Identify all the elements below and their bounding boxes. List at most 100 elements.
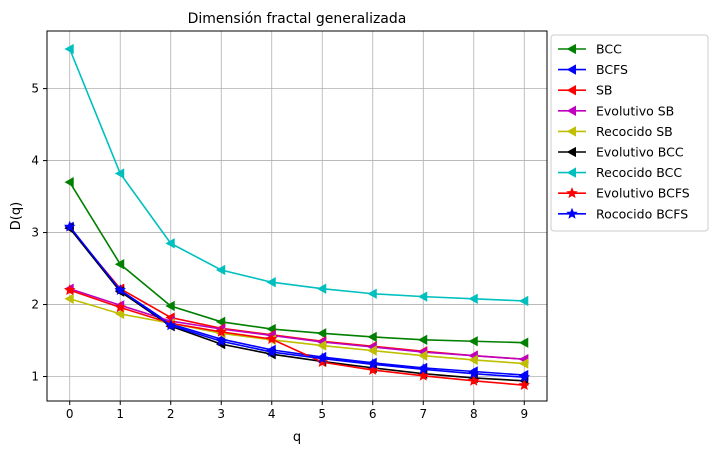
x-tick-label: 9 — [520, 407, 528, 421]
legend-swatch-marker — [566, 64, 576, 75]
data-point — [114, 308, 125, 320]
data-point — [114, 168, 125, 179]
data-point — [114, 284, 126, 296]
x-tick-label: 7 — [419, 407, 427, 421]
legend-item: Rococido BCFS — [558, 206, 688, 221]
data-point — [215, 325, 227, 337]
legend-label: Evolutivo BCFS — [596, 186, 690, 201]
data-point — [518, 379, 531, 391]
x-tick-label: 2 — [167, 407, 175, 421]
legend-item: BCC — [558, 42, 622, 57]
legend-label: BCC — [596, 42, 622, 57]
data-point — [518, 371, 531, 383]
x-tick-label: 0 — [66, 407, 74, 421]
legend-label: Recocido BCC — [596, 165, 682, 180]
data-point — [164, 319, 177, 331]
legend-swatch-marker — [566, 207, 578, 219]
series-line — [68, 48, 525, 302]
legend-swatch-marker — [566, 146, 576, 158]
y-tick-label: 5 — [31, 82, 39, 96]
data-point — [367, 358, 379, 370]
legend-swatch-marker — [566, 167, 576, 178]
series-line — [69, 227, 525, 382]
data-point — [316, 340, 327, 351]
x-axis: 0 1 2 3 4 5 6 7 8 9 — [66, 401, 528, 421]
legend-swatch-marker — [566, 105, 576, 116]
x-tick-label: 4 — [268, 407, 276, 421]
data-point — [215, 316, 226, 327]
data-point — [316, 352, 329, 364]
series-layer — [63, 43, 531, 391]
series-line — [69, 181, 525, 344]
data-point — [417, 350, 428, 361]
legend-label: BCFS — [596, 62, 628, 77]
data-point — [367, 364, 379, 375]
y-tick-label: 1 — [31, 370, 39, 384]
data-point — [468, 336, 478, 347]
series-line — [69, 287, 525, 361]
series-line — [69, 298, 525, 365]
data-point — [468, 367, 480, 379]
series-9 — [63, 220, 531, 383]
series-line — [69, 289, 525, 386]
legend-label: Rococido BCFS — [596, 206, 688, 221]
y-tick-label: 3 — [31, 226, 39, 240]
plot-frame — [46, 30, 548, 402]
data-point — [367, 288, 377, 299]
data-point — [316, 283, 327, 294]
x-tick-label: 8 — [470, 407, 478, 421]
series-7 — [64, 43, 529, 307]
data-point — [165, 300, 175, 312]
legend-item: Evolutivo SB — [558, 103, 674, 118]
series-1 — [64, 176, 529, 348]
data-point — [417, 369, 430, 381]
data-point — [468, 293, 478, 304]
y-tick-label: 2 — [31, 298, 39, 312]
legend: BCC BCFS SB Evolutivo SB Recocido SB Evolutiv… — [550, 34, 709, 232]
legend-frame — [550, 34, 709, 232]
legend-label: SB — [596, 83, 613, 98]
x-axis-label: q — [293, 430, 301, 445]
data-point — [367, 331, 377, 343]
legend-item: BCFS — [558, 62, 628, 77]
x-tick-label: 3 — [217, 407, 225, 421]
data-point — [316, 328, 327, 339]
data-point — [215, 335, 227, 347]
data-point — [265, 333, 278, 344]
data-point — [265, 346, 278, 357]
legend-item: Evolutivo BCC — [558, 145, 684, 160]
data-point — [63, 220, 76, 232]
data-point — [64, 43, 74, 55]
chart-title: Dimensión fractal generalizada — [188, 11, 407, 27]
legend-item: Evolutivo BCFS — [558, 186, 690, 201]
y-tick-label: 4 — [31, 154, 39, 168]
data-point — [468, 374, 480, 386]
data-point — [367, 345, 377, 356]
data-point — [316, 356, 329, 368]
y-axis: 1 2 3 4 5 — [31, 82, 47, 384]
legend-swatch-marker — [566, 85, 576, 96]
x-tick-label: 5 — [318, 407, 326, 421]
data-point — [518, 358, 529, 369]
y-axis-label: D(q) — [9, 202, 24, 230]
x-tick-label: 6 — [369, 407, 377, 421]
legend-swatch-marker — [566, 187, 578, 199]
data-point — [64, 176, 74, 188]
data-point — [165, 238, 175, 249]
legend-label: Recocido SB — [596, 124, 673, 139]
data-point — [417, 363, 430, 375]
legend-swatch-marker — [566, 126, 576, 137]
data-point — [215, 264, 226, 276]
data-point — [114, 259, 125, 270]
data-point — [64, 293, 74, 304]
data-point — [468, 354, 478, 366]
legend-item: Recocido BCC — [558, 165, 682, 180]
legend-label: Evolutivo SB — [596, 103, 674, 118]
legend-item: Recocido SB — [558, 124, 673, 139]
data-point — [114, 301, 126, 313]
data-point — [63, 284, 76, 296]
data-point — [417, 334, 428, 345]
data-point — [518, 295, 529, 307]
data-point — [417, 291, 428, 302]
